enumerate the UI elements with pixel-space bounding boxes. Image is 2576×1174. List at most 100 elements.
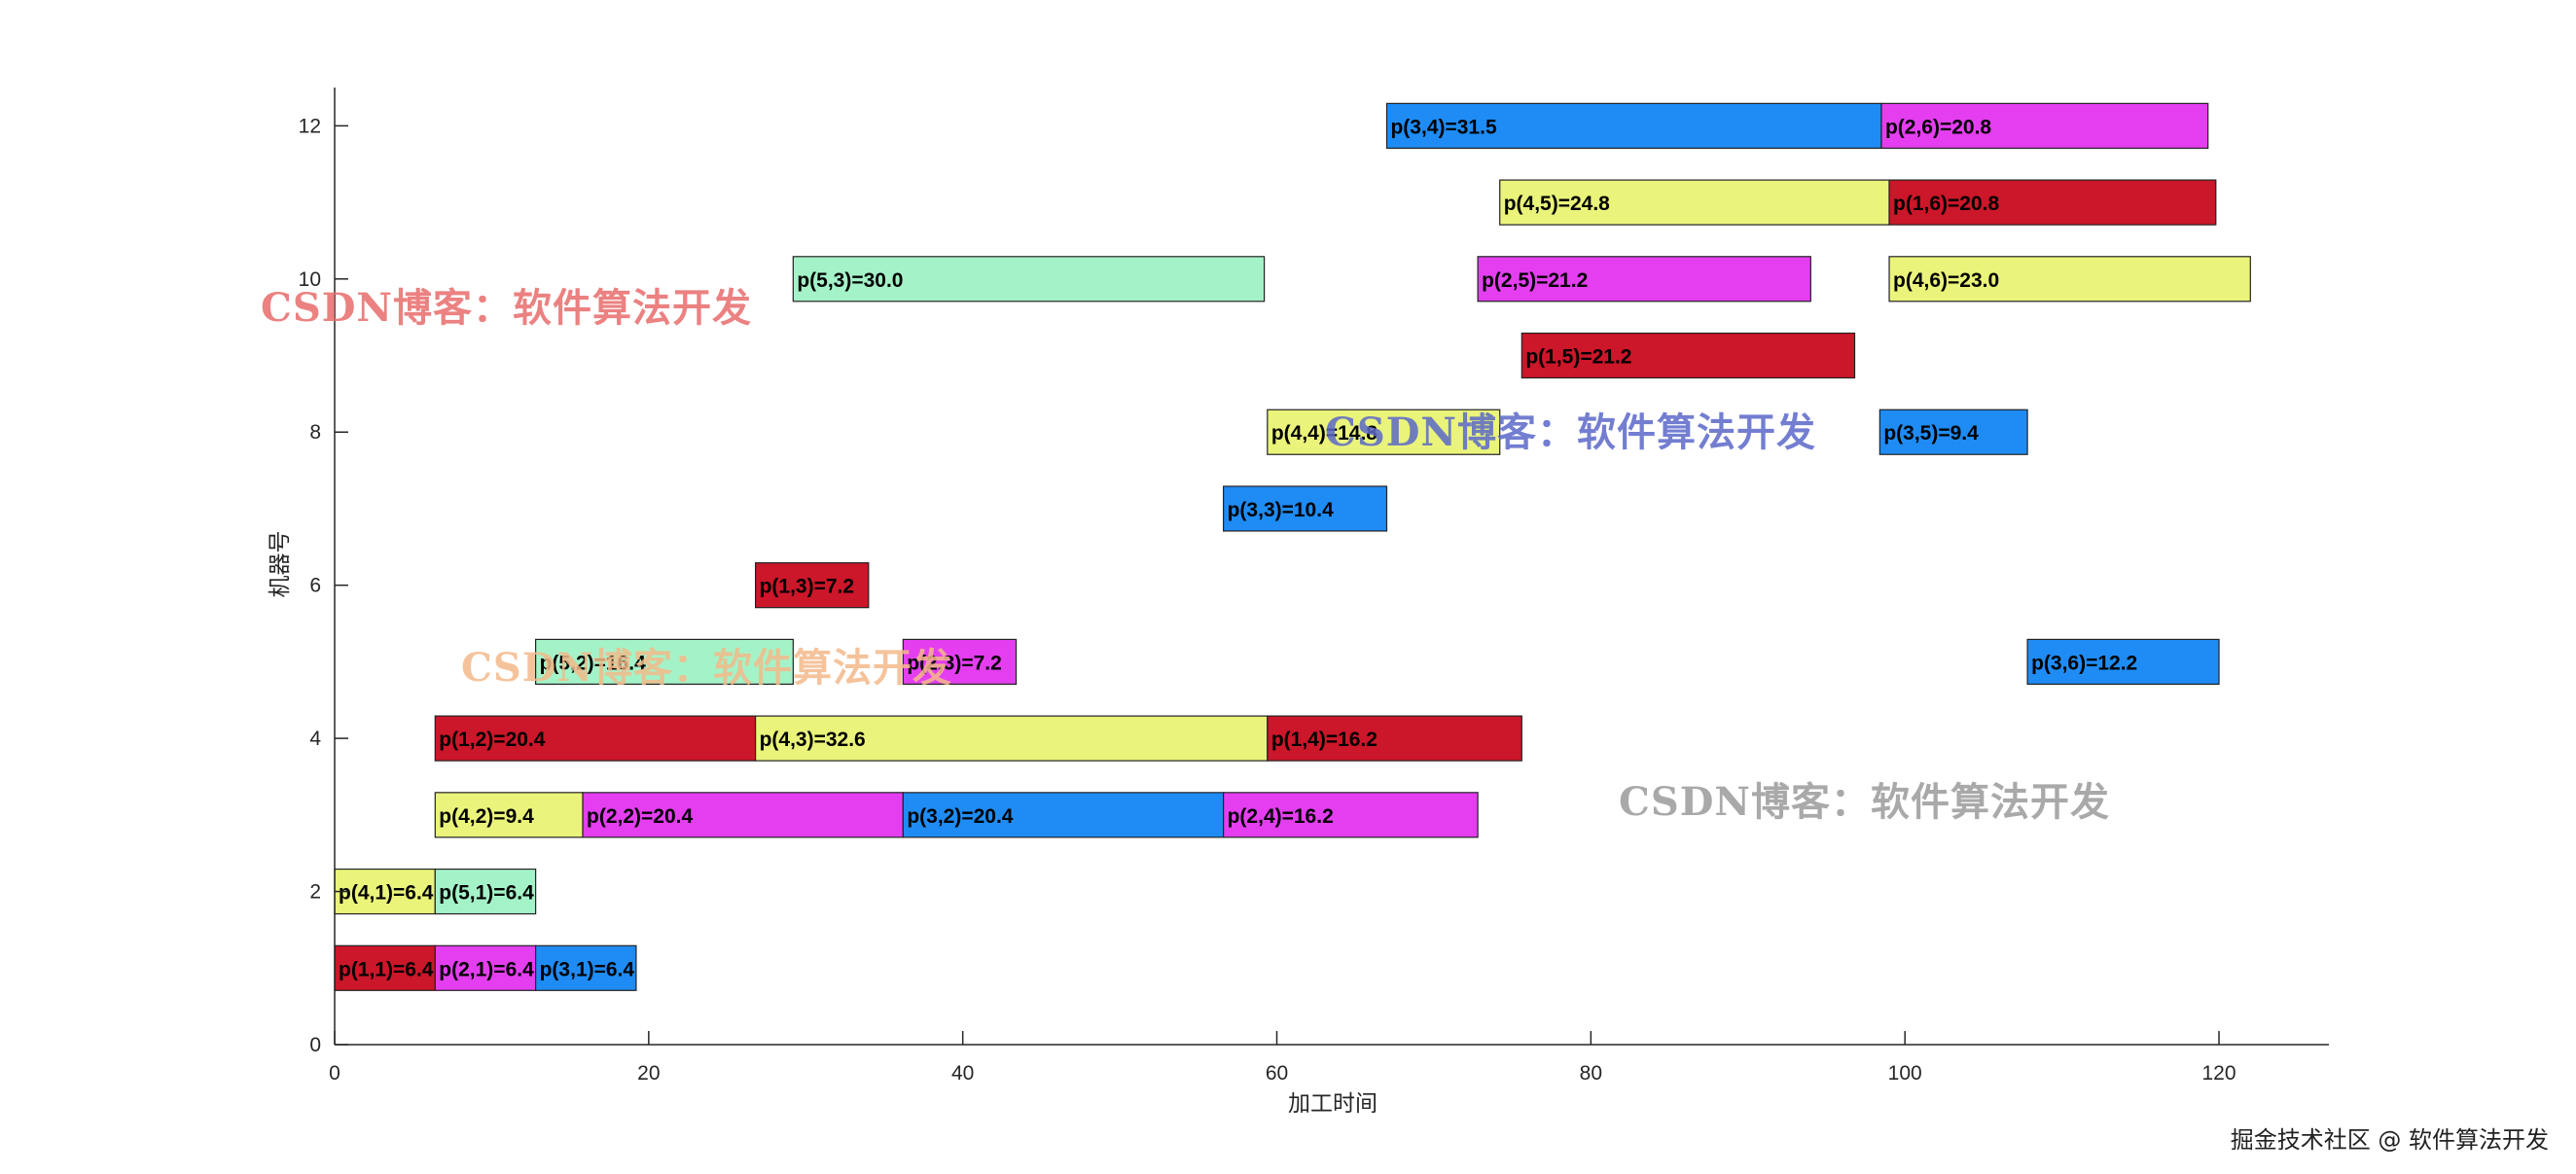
task-bar xyxy=(1888,179,2217,226)
x-axis-title: 加工时间 xyxy=(1288,1091,1377,1117)
x-tick-label: 80 xyxy=(1580,1062,1602,1085)
y-tick-label: 0 xyxy=(309,1034,321,1056)
task-bar-group: p(4,3)=32.6 xyxy=(754,715,1269,762)
task-bar xyxy=(1223,792,1479,838)
task-bar-group: p(5,1)=6.4 xyxy=(434,868,537,915)
task-bar-group: p(3,1)=6.4 xyxy=(535,944,637,991)
task-bar-label: p(3,5)=9.4 xyxy=(1883,422,1979,445)
task-bar-label: p(3,4)=31.5 xyxy=(1390,116,1496,138)
task-bar-group: p(2,1)=6.4 xyxy=(434,944,537,991)
task-bar-label: p(2,6)=20.8 xyxy=(1885,116,1991,138)
y-tick-label: 12 xyxy=(299,115,321,137)
task-bar-label: p(3,6)=12.2 xyxy=(2031,652,2137,674)
task-bar xyxy=(1499,179,1890,226)
bars-layer: p(1,1)=6.4 p(2,1)=6.4 p(3,1)=6.4 p(4,1)=6.4… xyxy=(334,102,2251,991)
task-bar xyxy=(434,715,757,762)
y-tick-label: 6 xyxy=(309,575,321,597)
task-bar-label: p(4,5)=24.8 xyxy=(1504,193,1610,215)
x-tick-label: 120 xyxy=(2201,1062,2236,1085)
x-tick-label: 0 xyxy=(329,1062,340,1085)
y-axis-title: 机器号 xyxy=(268,531,293,598)
task-bar-group: p(1,6)=20.8 xyxy=(1888,179,2217,226)
task-bar-label: p(1,5)=21.2 xyxy=(1525,346,1631,369)
task-bar-group: p(2,2)=20.4 xyxy=(582,792,904,838)
task-bar-group: p(5,3)=30.0 xyxy=(792,256,1266,302)
task-bar-label: p(1,3)=7.2 xyxy=(760,576,854,598)
task-bar-group: p(4,6)=23.0 xyxy=(1888,256,2251,302)
watermark-text: CSDN博客：软件算法开发 xyxy=(1325,409,1816,455)
task-bar-label: p(3,1)=6.4 xyxy=(540,958,635,980)
task-bar-label: p(1,1)=6.4 xyxy=(339,958,434,980)
task-bar xyxy=(792,256,1266,302)
task-bar xyxy=(334,944,436,991)
task-bar-label: p(5,3)=30.0 xyxy=(797,269,903,292)
task-bar-group: p(3,6)=12.2 xyxy=(2026,638,2220,686)
task-bar-label: p(4,1)=6.4 xyxy=(339,882,434,905)
task-bar-group: p(3,3)=10.4 xyxy=(1223,485,1388,532)
y-tick-label: 8 xyxy=(309,421,321,444)
y-tick-label: 2 xyxy=(309,881,321,904)
task-bar-group: p(3,4)=31.5 xyxy=(1385,102,1882,149)
task-bar-label: p(2,3)=7.2 xyxy=(907,652,1001,674)
task-bar-label: p(4,4)=14.8 xyxy=(1271,422,1377,445)
task-bar-group: p(3,2)=20.4 xyxy=(902,792,1225,838)
task-bar-label: p(2,1)=6.4 xyxy=(439,958,534,980)
task-bar-label: p(2,4)=16.2 xyxy=(1228,805,1334,828)
task-bar xyxy=(1267,409,1501,455)
x-tick-label: 60 xyxy=(1266,1062,1288,1085)
overlay-watermarks: CSDN博客：软件算法开发 CSDN博客：软件算法开发 CSDN博客：软件算法开发 C… xyxy=(261,285,2110,825)
watermark-text: CSDN博客：软件算法开发 xyxy=(461,645,952,691)
task-bar xyxy=(754,562,870,609)
task-bar-group: p(4,4)=14.8 xyxy=(1267,409,1501,455)
task-bar-label: p(5,2)=16.4 xyxy=(540,652,646,674)
task-bar xyxy=(1878,409,2028,455)
task-bar xyxy=(1477,256,1811,302)
axes-layer: 0 20 40 60 80 100 120 0 2 4 6 8 10 12 xyxy=(299,88,2329,1085)
task-bar-label: p(1,2)=20.4 xyxy=(439,729,545,751)
x-tick-label: 100 xyxy=(1888,1062,1922,1085)
task-bar xyxy=(1880,102,2209,149)
task-bar-group: p(1,4)=16.2 xyxy=(1267,715,1522,762)
task-bar-label: p(4,6)=23.0 xyxy=(1893,269,1999,292)
task-bar-group: p(2,3)=7.2 xyxy=(902,638,1018,686)
task-bar xyxy=(902,638,1018,686)
task-bar-label: p(2,5)=21.2 xyxy=(1482,269,1588,292)
task-bar-label: p(3,3)=10.4 xyxy=(1228,499,1334,521)
task-bar-label: p(1,6)=20.8 xyxy=(1893,193,1999,215)
task-bar-group: p(2,6)=20.8 xyxy=(1880,102,2209,149)
watermark-text: CSDN博客：软件算法开发 xyxy=(261,285,752,331)
task-bar xyxy=(1888,256,2251,302)
task-bar xyxy=(582,792,904,838)
watermark-text: CSDN博客：软件算法开发 xyxy=(1619,779,2110,825)
task-bar-label: p(2,2)=20.4 xyxy=(587,805,693,828)
task-bar-group: p(2,5)=21.2 xyxy=(1477,256,1811,302)
task-bar xyxy=(1223,485,1388,532)
task-bar-label: p(5,1)=6.4 xyxy=(439,882,534,905)
task-bar-group: p(1,5)=21.2 xyxy=(1521,332,1856,379)
x-tick-label: 20 xyxy=(637,1062,660,1085)
task-bar-group: p(3,5)=9.4 xyxy=(1878,409,2028,455)
footer-credit: 掘金技术社区 @ 软件算法开发 xyxy=(2230,1126,2549,1154)
y-tick-label: 10 xyxy=(299,268,321,291)
task-bar xyxy=(1267,715,1522,762)
task-bar xyxy=(535,638,794,686)
task-bar xyxy=(535,944,637,991)
task-bar-group: p(5,2)=16.4 xyxy=(535,638,794,686)
task-bar-group: p(4,5)=24.8 xyxy=(1499,179,1890,226)
task-bar-label: p(1,4)=16.2 xyxy=(1271,729,1377,751)
task-bar-group: p(1,1)=6.4 xyxy=(334,944,436,991)
task-bar xyxy=(1385,102,1882,149)
task-bar xyxy=(434,944,537,991)
task-bar-group: p(4,2)=9.4 xyxy=(434,792,584,838)
task-bar xyxy=(1521,332,1856,379)
task-bar-group: p(1,3)=7.2 xyxy=(754,562,870,609)
task-bar xyxy=(434,792,584,838)
task-bar xyxy=(434,868,537,915)
task-bar xyxy=(2026,638,2220,686)
task-bar-label: p(3,2)=20.4 xyxy=(907,805,1013,828)
task-bar-group: p(1,2)=20.4 xyxy=(434,715,757,762)
task-bar xyxy=(902,792,1225,838)
x-tick-label: 40 xyxy=(951,1062,974,1085)
task-bar-label: p(4,2)=9.4 xyxy=(439,805,534,828)
